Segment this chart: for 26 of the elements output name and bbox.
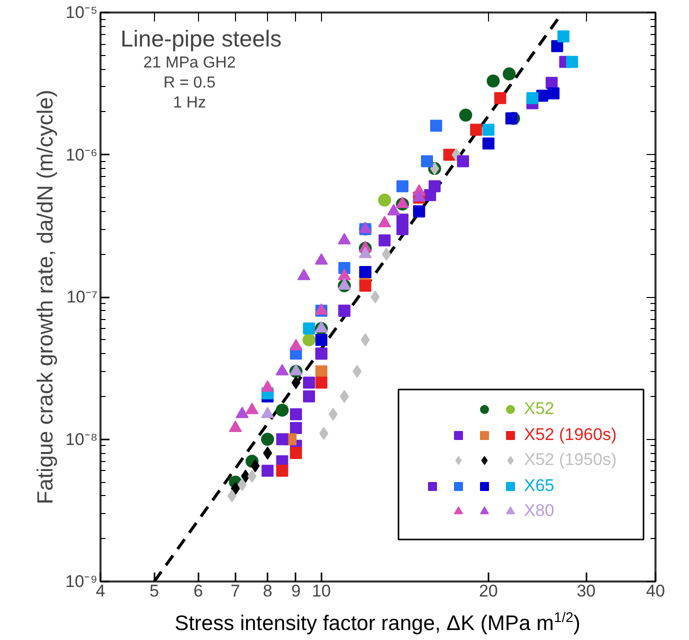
legend-label: X52	[524, 399, 554, 419]
annotation: 1 Hz	[173, 94, 206, 112]
legend-label: X80	[524, 501, 554, 521]
legend-label: X52 (1960s)	[524, 424, 617, 444]
y-tick-label: 10⁻⁸	[65, 430, 98, 449]
y-axis-title: Fatigue crack growth rate, da/dN (m/cycle)	[32, 90, 58, 504]
x-tick-label: 5	[150, 582, 160, 600]
x-tick-label: 7	[230, 582, 240, 600]
x-axis-title: Stress intensity factor range, ΔK (MPa m$^{1/2}$)	[174, 608, 580, 637]
annotation: R = 0.5	[163, 74, 216, 92]
legend-label: X65	[524, 476, 554, 496]
x-tick-label: 30	[576, 582, 596, 600]
x-tick-label: 20	[478, 582, 498, 600]
x-tick-label: 9	[291, 582, 301, 600]
x-tick-label: 10	[312, 582, 331, 600]
x-tick-label: 40	[646, 582, 665, 600]
x-tick-label: 8	[262, 582, 272, 600]
annotation: Line-pipe steels	[120, 26, 282, 52]
x-tick-label: 4	[96, 582, 106, 600]
y-tick-label: 10⁻⁵	[66, 3, 98, 22]
y-tick-label: 10⁻⁶	[66, 145, 98, 164]
legend-label: X52 (1950s)	[524, 450, 617, 470]
x-tick-label: 6	[194, 582, 203, 600]
y-tick-label: 10⁻⁷	[66, 288, 98, 306]
annotation: 21 MPa GH2	[143, 54, 236, 72]
y-tick-label: 10⁻⁹	[65, 572, 98, 591]
